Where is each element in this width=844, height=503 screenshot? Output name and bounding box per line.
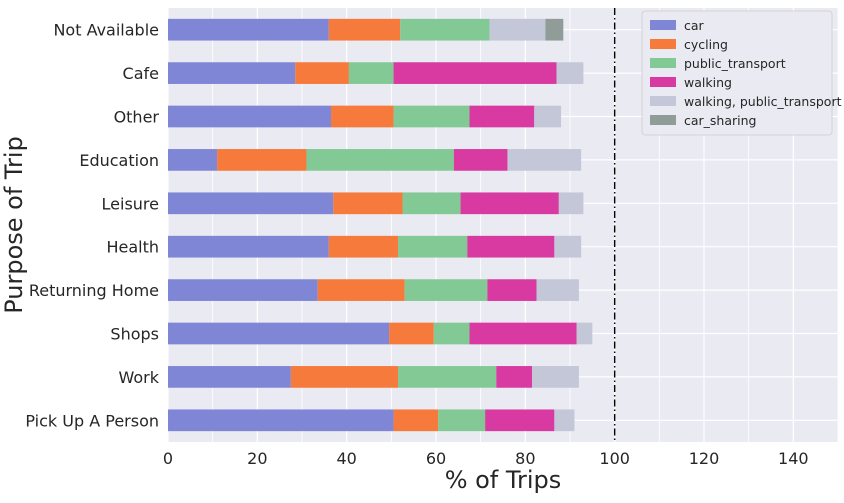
legend-swatch-walking-public-transport	[650, 96, 676, 106]
bar-not-available-public-transport[interactable]	[400, 18, 490, 41]
x-tick-label: 120	[689, 449, 720, 468]
bar-other-walking-public-transport[interactable]	[534, 105, 562, 128]
bar-shops-cycling[interactable]	[389, 322, 434, 345]
legend-swatch-car-sharing	[650, 115, 676, 125]
bar-returning-home-car[interactable]	[168, 279, 318, 301]
bar-work-cycling[interactable]	[290, 366, 399, 388]
bar-not-available-car[interactable]	[168, 18, 329, 41]
bar-other-walking[interactable]	[469, 105, 535, 128]
legend-label: car_sharing	[684, 113, 757, 128]
legend-swatch-public-transport	[650, 58, 676, 68]
y-axis-label: Purpose of Trip	[0, 136, 28, 314]
bar-not-available-cycling[interactable]	[328, 18, 401, 41]
y-tick-label: Health	[106, 238, 159, 257]
legend-swatch-walking	[650, 77, 676, 87]
x-tick-label: 100	[599, 449, 630, 468]
bar-returning-home-walking[interactable]	[487, 279, 537, 301]
y-tick-label: Work	[118, 368, 159, 387]
bar-shops-walking[interactable]	[469, 322, 577, 345]
y-tick-label: Returning Home	[29, 281, 159, 300]
bar-shops-car[interactable]	[168, 322, 390, 345]
y-tick-label: Not Available	[53, 21, 159, 40]
bar-health-cycling[interactable]	[328, 235, 399, 258]
bar-pick-up-a-person-cycling[interactable]	[393, 409, 439, 432]
bar-education-public-transport[interactable]	[306, 149, 454, 171]
y-tick-label: Cafe	[123, 64, 159, 83]
bar-other-cycling[interactable]	[331, 105, 394, 128]
bar-leisure-cycling[interactable]	[333, 192, 403, 215]
bar-leisure-public-transport[interactable]	[402, 192, 461, 215]
x-tick-label: 20	[247, 449, 267, 468]
bar-cafe-cycling[interactable]	[295, 62, 349, 84]
y-tick-label: Shops	[110, 325, 159, 344]
legend-label: walking, public_transport	[684, 94, 842, 109]
y-tick-label: Other	[114, 108, 160, 127]
y-tick-label: Leisure	[102, 194, 159, 213]
bar-health-walking[interactable]	[467, 235, 555, 258]
bar-shops-public-transport[interactable]	[433, 322, 470, 345]
legend-swatch-car	[650, 20, 676, 30]
bar-pick-up-a-person-walking[interactable]	[485, 409, 555, 432]
bar-cafe-public-transport[interactable]	[348, 62, 394, 84]
bar-shops-walking-public-transport[interactable]	[576, 322, 593, 345]
bar-work-walking-public-transport[interactable]	[532, 366, 579, 388]
bar-education-walking[interactable]	[453, 149, 508, 171]
x-tick-label: 60	[426, 449, 446, 468]
x-tick-label: 40	[336, 449, 356, 468]
bar-not-available-car-sharing[interactable]	[545, 18, 564, 41]
bar-leisure-walking-public-transport[interactable]	[558, 192, 584, 215]
legend-label: walking	[684, 75, 732, 90]
legend-label: public_transport	[684, 56, 786, 71]
bar-health-public-transport[interactable]	[398, 235, 468, 258]
y-tick-label: Education	[79, 151, 159, 170]
bar-other-public-transport[interactable]	[393, 105, 470, 128]
bar-pick-up-a-person-public-transport[interactable]	[438, 409, 486, 432]
bar-returning-home-cycling[interactable]	[317, 279, 405, 301]
legend-swatch-cycling	[650, 39, 676, 49]
bar-cafe-walking-public-transport[interactable]	[556, 62, 584, 84]
bar-education-car[interactable]	[168, 149, 218, 171]
legend-label: car	[684, 18, 705, 33]
y-tick-label: Pick Up A Person	[25, 411, 159, 430]
x-axis-label: % of Trips	[445, 466, 562, 494]
bar-education-walking-public-transport[interactable]	[507, 149, 582, 171]
bar-work-public-transport[interactable]	[398, 366, 497, 388]
bar-cafe-walking[interactable]	[393, 62, 557, 84]
bar-education-cycling[interactable]	[217, 149, 307, 171]
bar-work-car[interactable]	[168, 366, 291, 388]
bar-health-walking-public-transport[interactable]	[554, 235, 582, 258]
bar-returning-home-public-transport[interactable]	[404, 279, 488, 301]
legend-label: cycling	[684, 37, 728, 52]
bar-not-available-walking-public-transport[interactable]	[489, 18, 546, 41]
bar-other-car[interactable]	[168, 105, 332, 128]
x-tick-label: 80	[515, 449, 535, 468]
bars	[168, 18, 593, 432]
bar-work-walking[interactable]	[496, 366, 533, 388]
bar-cafe-car[interactable]	[168, 62, 296, 84]
bar-health-car[interactable]	[168, 235, 329, 258]
bar-pick-up-a-person-walking-public-transport[interactable]	[554, 409, 575, 432]
bar-leisure-walking[interactable]	[460, 192, 559, 215]
bar-returning-home-walking-public-transport[interactable]	[536, 279, 579, 301]
bar-pick-up-a-person-car[interactable]	[168, 409, 394, 432]
x-tick-label: 140	[778, 449, 809, 468]
legend-box	[641, 10, 833, 136]
bar-leisure-car[interactable]	[168, 192, 334, 215]
x-tick-label: 0	[163, 449, 173, 468]
